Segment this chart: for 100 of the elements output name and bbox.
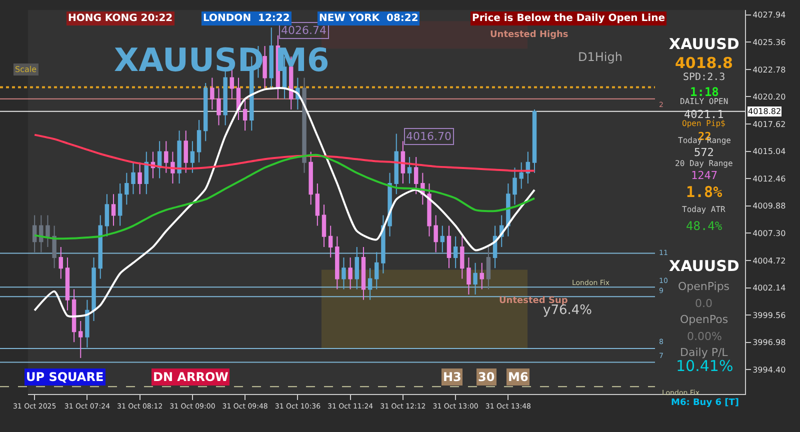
annotation: DAILY OPEN [680,97,728,106]
candlestick [486,246,491,290]
candlestick [480,262,484,290]
band-label: Untested Highs [490,30,568,40]
annotation: DN ARROW [153,370,228,384]
candlestick [138,162,142,195]
annotation: HONG KONG 20:22 [68,13,173,24]
candlestick [203,82,208,142]
y-tick-label: 3994.40 [752,365,786,374]
candlestick [52,225,56,269]
candlestick [131,162,136,195]
candlestick [492,225,498,269]
annotation: OpenPips [678,280,730,293]
candlestick [190,140,195,174]
candlestick [348,257,352,290]
y-tick-label: 3999.56 [752,310,786,320]
candlestick [473,262,478,296]
annotation: LONDON 12:22 [203,13,290,24]
candlestick [394,133,398,195]
candlestick [328,225,333,258]
candlestick [124,172,129,206]
annotation: SPD:2.3 [683,72,726,83]
candlestick [118,182,122,226]
candlestick [196,120,202,163]
text: M6: Buy 6 [T] [671,398,739,408]
candlestick [111,194,116,226]
annotation: 1:18 [690,85,719,99]
candlestick [184,130,188,174]
candlestick [216,88,221,126]
y-tick-label: 4027.94 [752,10,786,20]
annotation: XAUUSD [669,257,740,275]
y-tick-label: 4015.04 [752,147,786,156]
annotation: 1.8% [686,183,722,201]
annotation: 0.0 [695,297,712,310]
annotation: 4026.74 [281,24,326,37]
candlestick [400,140,406,184]
candlestick [519,162,524,190]
annotation: OpenPos [680,313,728,326]
candlestick [512,167,517,206]
band-label: Untested Sup [499,296,568,306]
line-series [34,134,536,172]
candlestick [466,257,471,296]
annotation: 10.41% [676,357,734,375]
candlestick [453,236,458,269]
annotation: 20 Day Range [675,159,733,168]
candlestick [92,257,96,322]
candlestick [177,130,182,184]
candlestick [446,225,452,269]
y-tick-label: 4020.20 [752,92,786,102]
annotation: 4021.1 [684,108,724,121]
annotation: 572 [694,146,714,159]
annotation: Daily P/L [680,346,729,359]
candlestick [46,214,50,248]
annotation: 48.4% [686,219,723,233]
y-tick-label: 4007.30 [752,229,786,238]
candlestick [354,246,360,290]
annotation: M6 [508,370,528,384]
candlestick [414,156,418,195]
candlestick [98,214,102,280]
candlestick [236,77,241,121]
candlestick [407,156,412,184]
candlestick [242,98,248,132]
y-tick-label: 4017.62 [752,120,786,129]
y-tick-label: 4025.36 [752,38,786,47]
line-series [34,154,536,240]
candlestick [210,77,214,110]
annotation: 4016.70 [406,130,452,143]
annotation: XAUUSD [669,35,740,53]
candlestick [144,151,149,195]
candlestick [361,246,366,300]
candlestick [104,194,110,237]
candlestick [72,288,76,343]
candlestick [65,257,70,311]
candlestick [39,214,44,253]
annotation: 4018.8 [675,54,733,72]
candlestick [164,140,168,174]
annotation: 30 [478,370,495,384]
ref-line-label: 4018.82 [748,107,782,116]
candlestick [427,182,432,237]
candlestick [342,257,346,290]
y-tick-label: 4012.46 [752,174,786,184]
annotation: Scale [15,65,37,74]
annotation: H3 [443,370,462,384]
candlestick [85,299,90,348]
annotation: NEW YORK 08:22 [319,13,418,24]
y-tick-label: 4022.78 [752,65,786,74]
annotation: y76.4% [543,303,592,318]
candlestick [322,204,326,248]
y-tick-label: 4004.72 [752,256,786,266]
candlestick [157,140,162,179]
candlestick [374,252,379,290]
annotation: Open Pip$ [682,119,726,128]
annotation: 1247 [691,169,718,182]
annotation: 0.00% [687,330,722,343]
candlestick [335,236,340,290]
candlestick [440,225,445,253]
annotation: UP SQUARE [26,370,104,384]
y-tick-label: 4009.88 [752,202,786,211]
candlestick [78,320,83,359]
candlestick [32,214,37,253]
